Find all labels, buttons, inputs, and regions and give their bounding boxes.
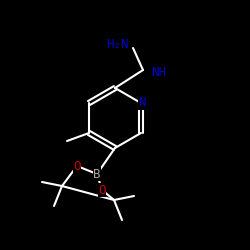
Text: O: O — [98, 184, 106, 196]
Text: B: B — [93, 168, 101, 180]
Text: NH: NH — [151, 66, 166, 78]
Text: O: O — [73, 160, 81, 172]
Text: H₂N: H₂N — [106, 38, 129, 52]
Text: N: N — [138, 96, 146, 110]
